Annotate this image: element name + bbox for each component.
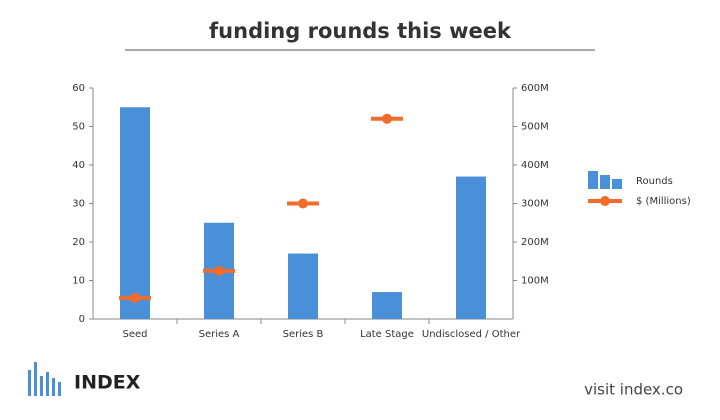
y2-tick-label: 400M xyxy=(521,160,549,171)
marker-dot xyxy=(214,265,224,276)
y2-tick-label: 200M xyxy=(521,237,549,248)
y-tick-label: 50 xyxy=(72,122,85,133)
legend-label: $ (Millions) xyxy=(636,196,691,207)
legend-label: Rounds xyxy=(636,176,673,187)
x-tick-label: Late Stage xyxy=(360,329,414,340)
legend-swatch xyxy=(600,196,610,206)
x-tick-label: Undisclosed / Other xyxy=(422,329,521,340)
y-tick-label: 60 xyxy=(72,83,85,94)
logo-icon xyxy=(28,362,61,396)
x-tick-label: Seed xyxy=(123,329,148,340)
y2-tick-label: 500M xyxy=(521,122,549,133)
chart-title: funding rounds this week xyxy=(209,19,512,43)
bar xyxy=(372,292,402,319)
legend-swatch xyxy=(588,171,598,189)
marker-dot xyxy=(130,292,140,303)
x-tick-label: Series A xyxy=(199,329,240,340)
y-tick-label: 20 xyxy=(72,237,85,248)
marker-dot xyxy=(298,198,308,209)
bar xyxy=(288,253,318,319)
y2-tick-label: 100M xyxy=(521,276,549,287)
y-tick-label: 10 xyxy=(72,276,85,287)
y-tick-label: 40 xyxy=(72,160,85,171)
legend-swatch xyxy=(600,175,610,189)
y-tick-label: 30 xyxy=(72,199,85,210)
bar xyxy=(456,176,486,319)
marker-dot xyxy=(382,113,392,124)
y2-tick-label: 300M xyxy=(521,199,549,210)
x-tick-label: Series B xyxy=(283,329,324,340)
logo-text: INDEX xyxy=(74,372,141,394)
footer-link: visit index.co xyxy=(584,381,683,399)
legend-swatch xyxy=(612,179,622,189)
bar xyxy=(120,107,150,319)
y2-tick-label: 600M xyxy=(521,83,549,94)
y-tick-label: 0 xyxy=(79,314,85,325)
